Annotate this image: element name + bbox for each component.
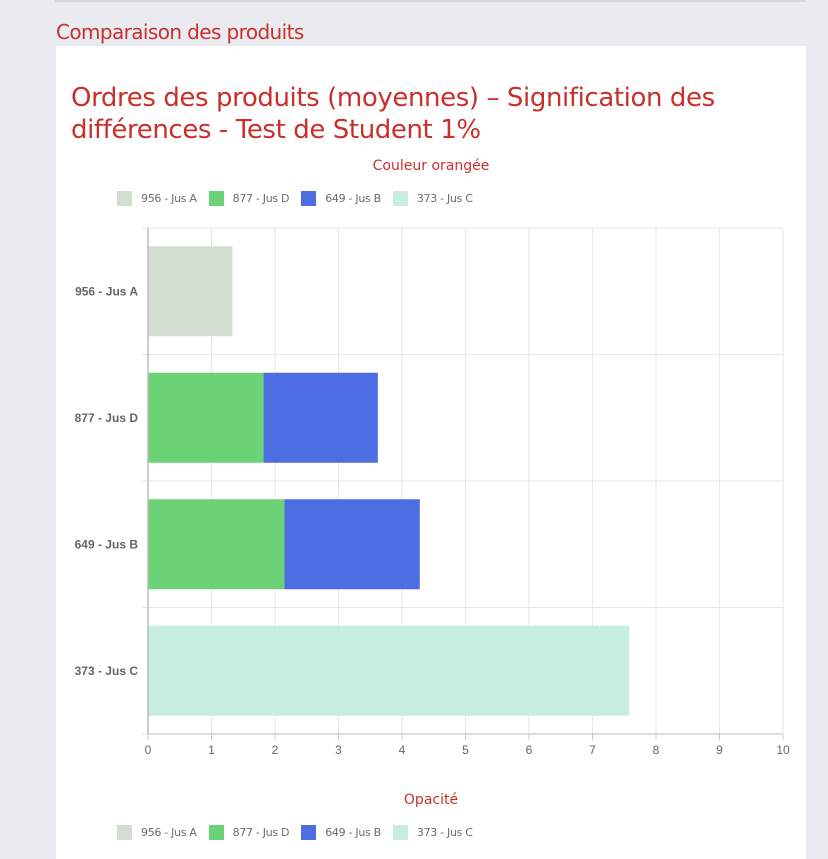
legend-item[interactable]: 373 - Jus C — [392, 191, 473, 206]
x-tick-label: 0 — [145, 743, 152, 757]
y-category-label: 956 - Jus A — [75, 284, 138, 298]
x-tick-label: 4 — [399, 743, 406, 757]
legend-label: 649 - Jus B — [325, 192, 381, 205]
x-tick-label: 3 — [335, 743, 342, 757]
legend-label: 877 - Jus D — [232, 192, 290, 205]
legend-swatch — [208, 825, 224, 840]
legend-label: 649 - Jus B — [325, 826, 381, 839]
legend-item[interactable]: 649 - Jus B — [301, 191, 381, 206]
page-scrollbar[interactable] — [806, 46, 828, 859]
y-category-label: 877 - Jus D — [75, 411, 139, 425]
chart-title: Ordres des produits (moyennes) – Signifi… — [71, 83, 715, 145]
x-tick-label: 8 — [653, 743, 660, 757]
x-tick-label: 5 — [462, 743, 469, 757]
legend-item[interactable]: 956 - Jus A — [117, 825, 197, 840]
x-tick-label: 2 — [272, 743, 279, 757]
bar-segment — [148, 372, 264, 463]
legend-swatch — [117, 825, 132, 840]
x-tick-label: 10 — [776, 743, 790, 757]
legend-swatch — [392, 825, 408, 840]
legend-swatch — [301, 191, 317, 206]
bottom-chart-subtitle: Opacité — [403, 792, 459, 808]
legend-item[interactable]: 373 - Jus C — [392, 825, 473, 840]
x-tick-label: 6 — [526, 743, 533, 757]
bar-segment — [263, 372, 378, 463]
bar-segment — [284, 499, 420, 590]
legend-label: 956 - Jus A — [141, 826, 197, 839]
section-title: Comparaison des produits — [56, 20, 304, 44]
legend-swatch — [392, 191, 408, 206]
legend-label: 373 - Jus C — [416, 826, 473, 839]
top-divider — [55, 0, 806, 2]
chart-card: Ordres des produits (moyennes) – Signifi… — [56, 46, 806, 859]
legend-item[interactable]: 877 - Jus D — [208, 825, 290, 840]
x-tick-label: 9 — [716, 743, 723, 757]
bar-segment — [148, 499, 285, 590]
legend-item[interactable]: 649 - Jus B — [301, 825, 381, 840]
legend-label: 877 - Jus D — [232, 826, 290, 839]
legend-item[interactable]: 877 - Jus D — [208, 191, 290, 206]
bottom-legend: 956 - Jus A 877 - Jus D 649 - Jus B 373 … — [117, 825, 485, 840]
top-chart-subtitle: Couleur orangée — [372, 158, 490, 174]
legend-label: 956 - Jus A — [141, 192, 197, 205]
legend-swatch — [301, 825, 317, 840]
x-tick-label: 1 — [208, 743, 215, 757]
bar-segment — [148, 625, 630, 716]
legend-item[interactable]: 956 - Jus A — [117, 191, 197, 206]
bar-chart: 0 1 2 3 4 5 6 7 8 9 10 956 - Jus A 877 - Jus D 649 - … — [75, 227, 790, 757]
y-category-label: 649 - Jus B — [75, 537, 139, 551]
legend-swatch — [208, 191, 224, 206]
top-legend: 956 - Jus A 877 - Jus D 649 - Jus B 373 … — [117, 191, 485, 206]
y-category-label: 373 - Jus C — [75, 664, 139, 678]
bar-segment — [148, 246, 233, 337]
legend-swatch — [117, 191, 132, 206]
legend-label: 373 - Jus C — [416, 192, 473, 205]
x-tick-label: 7 — [589, 743, 596, 757]
